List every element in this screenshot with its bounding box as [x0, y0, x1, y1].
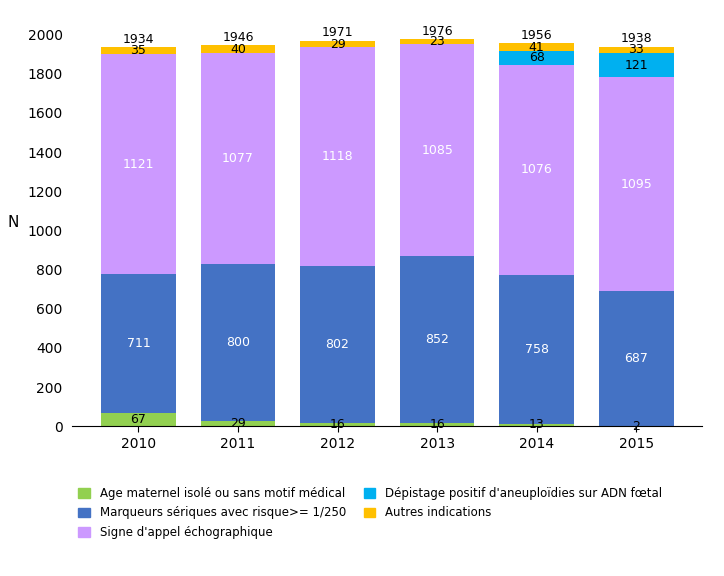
Bar — [300, 41, 375, 47]
Text: 1938: 1938 — [620, 32, 652, 45]
Text: 33: 33 — [628, 43, 644, 56]
Text: 29: 29 — [329, 38, 345, 51]
Text: 1971: 1971 — [321, 26, 353, 39]
Text: 2: 2 — [632, 419, 640, 433]
Bar — [599, 47, 673, 53]
Bar — [500, 51, 574, 65]
Text: 758: 758 — [525, 343, 549, 356]
Legend: Age maternel isolé ou sans motif médical, Marqueurs sériques avec risque>= 1/250: Age maternel isolé ou sans motif médical… — [78, 487, 662, 539]
Bar — [101, 47, 176, 54]
Bar — [599, 77, 673, 291]
Text: 23: 23 — [429, 35, 445, 48]
Text: 802: 802 — [326, 338, 350, 351]
Text: 852: 852 — [425, 333, 449, 346]
Text: 29: 29 — [230, 417, 246, 430]
Y-axis label: N: N — [8, 215, 20, 230]
Text: 1956: 1956 — [521, 29, 552, 41]
Bar — [201, 420, 275, 426]
Bar — [500, 424, 574, 426]
Text: 1085: 1085 — [421, 143, 453, 157]
Text: 1076: 1076 — [521, 164, 552, 176]
Text: 1934: 1934 — [122, 33, 154, 46]
Text: 68: 68 — [529, 51, 544, 65]
Text: 16: 16 — [429, 418, 445, 431]
Bar — [500, 43, 574, 51]
Text: 1946: 1946 — [222, 31, 253, 44]
Bar — [500, 275, 574, 424]
Bar — [300, 266, 375, 423]
Bar — [400, 44, 474, 256]
Text: 16: 16 — [329, 418, 345, 431]
Bar — [101, 54, 176, 274]
Bar — [400, 39, 474, 44]
Text: 1077: 1077 — [222, 152, 254, 165]
Bar — [400, 256, 474, 423]
Bar — [300, 423, 375, 426]
Text: 121: 121 — [625, 59, 648, 71]
Text: 1121: 1121 — [122, 158, 154, 170]
Text: 1095: 1095 — [620, 177, 652, 191]
Bar — [201, 53, 275, 264]
Bar — [101, 413, 176, 426]
Text: 1118: 1118 — [321, 150, 353, 163]
Bar — [500, 65, 574, 275]
Bar — [201, 264, 275, 420]
Bar — [300, 47, 375, 266]
Text: 800: 800 — [226, 336, 250, 348]
Text: 687: 687 — [624, 352, 648, 365]
Bar — [599, 291, 673, 426]
Text: 41: 41 — [529, 41, 544, 54]
Bar — [101, 274, 176, 413]
Text: 711: 711 — [127, 337, 151, 350]
Text: 35: 35 — [130, 44, 146, 58]
Text: 40: 40 — [230, 43, 246, 55]
Bar — [201, 45, 275, 53]
Text: 1976: 1976 — [421, 25, 453, 37]
Text: 13: 13 — [529, 419, 544, 431]
Text: 67: 67 — [130, 413, 146, 426]
Bar — [599, 53, 673, 77]
Bar — [400, 423, 474, 426]
